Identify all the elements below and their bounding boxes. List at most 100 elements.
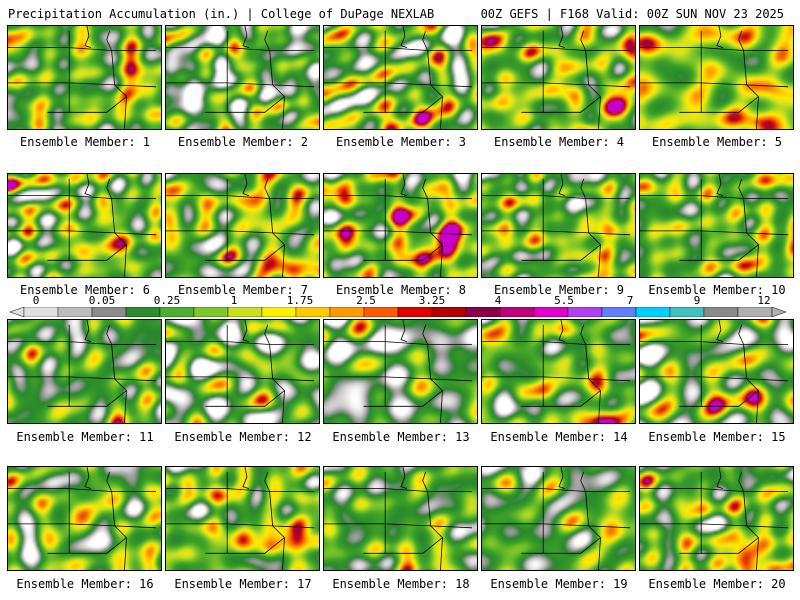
state-border-line (716, 26, 724, 48)
legend-tick-label: 4 (494, 294, 502, 307)
legend-color-swatch (23, 307, 59, 317)
ensemble-member-label: Ensemble Member: 4 (493, 135, 625, 149)
legend-color-swatch (329, 307, 365, 317)
precip-field (324, 467, 477, 570)
state-border-line (422, 471, 429, 492)
state-border-line (114, 84, 127, 129)
ensemble-member-label: Ensemble Member: 20 (648, 577, 786, 591)
precip-field (324, 26, 477, 129)
precip-field (8, 467, 161, 570)
state-border-line (272, 232, 285, 277)
precip-field (324, 174, 477, 277)
state-border-line (8, 47, 70, 84)
state-border-line (324, 471, 386, 489)
state-border-line (738, 471, 745, 492)
ensemble-member-map (639, 173, 794, 278)
legend-color-swatch (465, 307, 501, 317)
state-border-line (679, 523, 702, 554)
state-border-line (385, 244, 443, 261)
state-border-line (521, 82, 544, 113)
state-border-line (588, 525, 631, 529)
state-border-line (166, 47, 228, 84)
ensemble-member-label: Ensemble Member: 2 (177, 135, 309, 149)
state-border-line (738, 324, 745, 345)
state-border-line (166, 488, 228, 525)
state-borders (8, 320, 157, 423)
state-border-line (482, 488, 544, 525)
state-border-line (430, 232, 443, 277)
state-border-line (588, 84, 601, 129)
state-border-line (701, 344, 748, 380)
precip-field (166, 320, 319, 423)
state-border-line (543, 537, 601, 554)
state-border-line (272, 378, 285, 423)
state-border-line (543, 50, 590, 86)
state-border-line (543, 491, 590, 527)
state-border-line (640, 30, 702, 48)
legend-tick-label: 3.25 (418, 294, 446, 307)
ensemble-member-map (7, 173, 162, 278)
legend-tick-label: 2.5 (356, 294, 376, 307)
state-border-line (738, 178, 745, 199)
state-border-line (679, 82, 702, 113)
state-border-line (543, 244, 601, 261)
ensemble-member-map (165, 173, 320, 278)
state-border-line (701, 491, 748, 527)
state-border-line (543, 488, 631, 492)
state-border-line (385, 491, 432, 527)
state-border-line (385, 47, 473, 51)
state-border-line (324, 195, 386, 232)
state-border-line (114, 232, 127, 277)
state-border-line (84, 320, 92, 342)
precip-field (482, 467, 635, 570)
precip-field (482, 26, 635, 129)
state-border-line (264, 471, 271, 492)
state-border-line (430, 84, 443, 129)
ensemble-member-label: Ensemble Member: 18 (332, 577, 470, 591)
state-border-line (679, 376, 702, 407)
state-border-line (205, 82, 228, 113)
state-border-line (701, 390, 759, 407)
state-border-line (746, 378, 759, 423)
ensemble-member-map (165, 25, 320, 130)
ensemble-member-map (481, 173, 636, 278)
precip-field (166, 467, 319, 570)
state-border-line (106, 30, 113, 51)
state-border-line (679, 230, 702, 261)
legend-tick-label: 1.75 (286, 294, 314, 307)
state-border-line (324, 178, 386, 196)
precip-field (482, 320, 635, 423)
state-border-line (8, 341, 70, 378)
ensemble-member-label: Ensemble Member: 14 (490, 430, 628, 444)
state-border-line (430, 84, 473, 88)
state-border-line (543, 341, 631, 345)
state-border-line (47, 376, 70, 407)
state-border-line (701, 341, 789, 345)
legend-tick-label: 0.25 (153, 294, 181, 307)
state-border-line (114, 84, 157, 88)
state-border-line (227, 491, 274, 527)
state-border-line (69, 47, 157, 51)
state-border-line (430, 378, 473, 382)
state-borders (324, 26, 473, 129)
state-border-line (385, 96, 443, 113)
state-border-line (69, 491, 116, 527)
state-border-line (205, 376, 228, 407)
state-borders (482, 26, 631, 129)
legend-color-swatch (159, 307, 195, 317)
state-border-line (166, 471, 228, 489)
state-border-line (430, 525, 473, 529)
legend-color-swatch (499, 307, 535, 317)
ensemble-member-map (323, 466, 478, 571)
state-border-line (640, 195, 702, 232)
ensemble-member-label: Ensemble Member: 6 (19, 283, 151, 297)
state-border-line (701, 537, 759, 554)
ensemble-member-label: Ensemble Member: 19 (490, 577, 628, 591)
state-border-line (272, 84, 315, 88)
state-border-line (272, 84, 285, 129)
ensemble-member-map (7, 25, 162, 130)
state-border-line (363, 523, 386, 554)
state-border-line (588, 232, 631, 236)
state-border-line (324, 47, 386, 84)
state-borders (324, 320, 473, 423)
